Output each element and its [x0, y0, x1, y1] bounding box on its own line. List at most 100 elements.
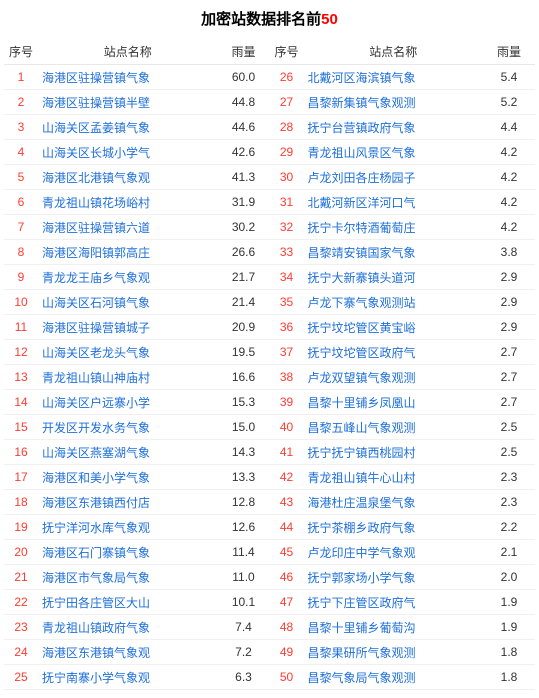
station-name-link[interactable]: 卢龙刘田各庄杨园子 — [304, 165, 484, 190]
value-cell: 2.0 — [483, 565, 535, 590]
station-name-link[interactable]: 卢龙下寨气象观测站 — [304, 290, 484, 315]
station-name-link[interactable]: 山海关区户远寨小学 — [38, 390, 218, 415]
station-name-link[interactable]: 北戴河区海滨镇气象 — [304, 65, 484, 90]
rank-cell: 49 — [270, 640, 304, 665]
station-name-link[interactable]: 山海关区孟姜镇气象 — [38, 115, 218, 140]
station-name-link[interactable]: 昌黎新集镇气象观测 — [304, 90, 484, 115]
station-name-link[interactable]: 抚宁卡尔特酒葡萄庄 — [304, 215, 484, 240]
station-name-link[interactable]: 抚宁茶棚乡政府气象 — [304, 515, 484, 540]
value-cell: 44.8 — [218, 90, 270, 115]
station-name-link[interactable]: 抚宁洋河水库气象观 — [38, 515, 218, 540]
table-row: 14山海关区户远寨小学15.3 — [4, 390, 270, 415]
station-name-link[interactable]: 开发区开发水务气象 — [38, 415, 218, 440]
station-name-link[interactable]: 山海关区老龙头气象 — [38, 340, 218, 365]
table-row: 28抚宁台营镇政府气象4.4 — [270, 115, 536, 140]
rank-cell: 8 — [4, 240, 38, 265]
station-name-link[interactable]: 海港区东港镇气象观 — [38, 640, 218, 665]
station-name-link[interactable]: 青龙祖山风景区气象 — [304, 140, 484, 165]
station-name-link[interactable]: 昌黎五峰山气象观测 — [304, 415, 484, 440]
rank-cell: 9 — [4, 265, 38, 290]
station-name-link[interactable]: 卢龙印庄中学气象观 — [304, 540, 484, 565]
rank-cell: 36 — [270, 315, 304, 340]
value-cell: 2.5 — [483, 415, 535, 440]
rank-cell: 42 — [270, 465, 304, 490]
station-name-link[interactable]: 山海关区石河镇气象 — [38, 290, 218, 315]
value-cell: 5.2 — [483, 90, 535, 115]
ranking-table-left: 序号 站点名称 雨量 1海港区驻操营镇气象60.02海港区驻操营镇半壁44.83… — [4, 39, 270, 690]
station-name-link[interactable]: 昌黎十里铺乡凤凰山 — [304, 390, 484, 415]
value-cell: 2.3 — [483, 465, 535, 490]
table-row: 31北戴河新区洋河口气4.2 — [270, 190, 536, 215]
header-name: 站点名称 — [38, 39, 218, 65]
rank-cell: 27 — [270, 90, 304, 115]
rank-cell: 10 — [4, 290, 38, 315]
value-cell: 2.9 — [483, 265, 535, 290]
table-row: 44抚宁茶棚乡政府气象2.2 — [270, 515, 536, 540]
station-name-link[interactable]: 海港杜庄温泉堡气象 — [304, 490, 484, 515]
station-name-link[interactable]: 昌黎十里铺乡葡萄沟 — [304, 615, 484, 640]
station-name-link[interactable]: 昌黎靖安镇国家气象 — [304, 240, 484, 265]
value-cell: 5.4 — [483, 65, 535, 90]
value-cell: 2.7 — [483, 390, 535, 415]
rank-cell: 22 — [4, 590, 38, 615]
station-name-link[interactable]: 抚宁坟坨管区黄宝峪 — [304, 315, 484, 340]
value-cell: 42.6 — [218, 140, 270, 165]
rank-cell: 16 — [4, 440, 38, 465]
station-name-link[interactable]: 青龙祖山镇山神庙村 — [38, 365, 218, 390]
table-row: 34抚宁大新寨镇头道河2.9 — [270, 265, 536, 290]
station-name-link[interactable]: 海港区北港镇气象观 — [38, 165, 218, 190]
header-value: 雨量 — [483, 39, 535, 65]
value-cell: 12.6 — [218, 515, 270, 540]
table-row: 33昌黎靖安镇国家气象3.8 — [270, 240, 536, 265]
station-name-link[interactable]: 青龙祖山镇花场峪村 — [38, 190, 218, 215]
table-row: 45卢龙印庄中学气象观2.1 — [270, 540, 536, 565]
station-name-link[interactable]: 抚宁南寨小学气象观 — [38, 665, 218, 690]
station-name-link[interactable]: 海港区驻操营镇气象 — [38, 65, 218, 90]
value-cell: 2.5 — [483, 440, 535, 465]
table-row: 37抚宁坟坨管区政府气2.7 — [270, 340, 536, 365]
table-row: 4山海关区长城小学气42.6 — [4, 140, 270, 165]
table-row: 24海港区东港镇气象观7.2 — [4, 640, 270, 665]
rank-cell: 17 — [4, 465, 38, 490]
table-row: 2海港区驻操营镇半壁44.8 — [4, 90, 270, 115]
station-name-link[interactable]: 海港区驻操营镇半壁 — [38, 90, 218, 115]
rank-cell: 33 — [270, 240, 304, 265]
station-name-link[interactable]: 北戴河新区洋河口气 — [304, 190, 484, 215]
station-name-link[interactable]: 山海关区燕塞湖气象 — [38, 440, 218, 465]
rank-cell: 30 — [270, 165, 304, 190]
rank-cell: 37 — [270, 340, 304, 365]
station-name-link[interactable]: 抚宁下庄管区政府气 — [304, 590, 484, 615]
station-name-link[interactable]: 海港区驻操营镇六道 — [38, 215, 218, 240]
station-name-link[interactable]: 抚宁大新寨镇头道河 — [304, 265, 484, 290]
rank-cell: 3 — [4, 115, 38, 140]
station-name-link[interactable]: 海港区和美小学气象 — [38, 465, 218, 490]
station-name-link[interactable]: 青龙龙王庙乡气象观 — [38, 265, 218, 290]
station-name-link[interactable]: 抚宁台营镇政府气象 — [304, 115, 484, 140]
station-name-link[interactable]: 青龙祖山镇政府气象 — [38, 615, 218, 640]
station-name-link[interactable]: 抚宁抚宁镇西桃园村 — [304, 440, 484, 465]
table-row: 48昌黎十里铺乡葡萄沟1.9 — [270, 615, 536, 640]
station-name-link[interactable]: 青龙祖山镇牛心山村 — [304, 465, 484, 490]
rank-cell: 45 — [270, 540, 304, 565]
station-name-link[interactable]: 海港区海阳镇郭高庄 — [38, 240, 218, 265]
station-name-link[interactable]: 昌黎果研所气象观测 — [304, 640, 484, 665]
station-name-link[interactable]: 抚宁田各庄管区大山 — [38, 590, 218, 615]
station-name-link[interactable]: 海港区东港镇西付店 — [38, 490, 218, 515]
station-name-link[interactable]: 抚宁坟坨管区政府气 — [304, 340, 484, 365]
station-name-link[interactable]: 山海关区长城小学气 — [38, 140, 218, 165]
header-value: 雨量 — [218, 39, 270, 65]
table-row: 15开发区开发水务气象15.0 — [4, 415, 270, 440]
station-name-link[interactable]: 海港区石门寨镇气象 — [38, 540, 218, 565]
station-name-link[interactable]: 海港区市气象局气象 — [38, 565, 218, 590]
value-cell: 1.8 — [483, 640, 535, 665]
station-name-link[interactable]: 抚宁郭家场小学气象 — [304, 565, 484, 590]
rank-cell: 26 — [270, 65, 304, 90]
table-row: 1海港区驻操营镇气象60.0 — [4, 65, 270, 90]
station-name-link[interactable]: 卢龙双望镇气象观测 — [304, 365, 484, 390]
rank-cell: 21 — [4, 565, 38, 590]
station-name-link[interactable]: 海港区驻操营镇城子 — [38, 315, 218, 340]
station-name-link[interactable]: 昌黎气象局气象观测 — [304, 665, 484, 690]
table-row: 26北戴河区海滨镇气象5.4 — [270, 65, 536, 90]
value-cell: 2.3 — [483, 490, 535, 515]
rank-cell: 20 — [4, 540, 38, 565]
